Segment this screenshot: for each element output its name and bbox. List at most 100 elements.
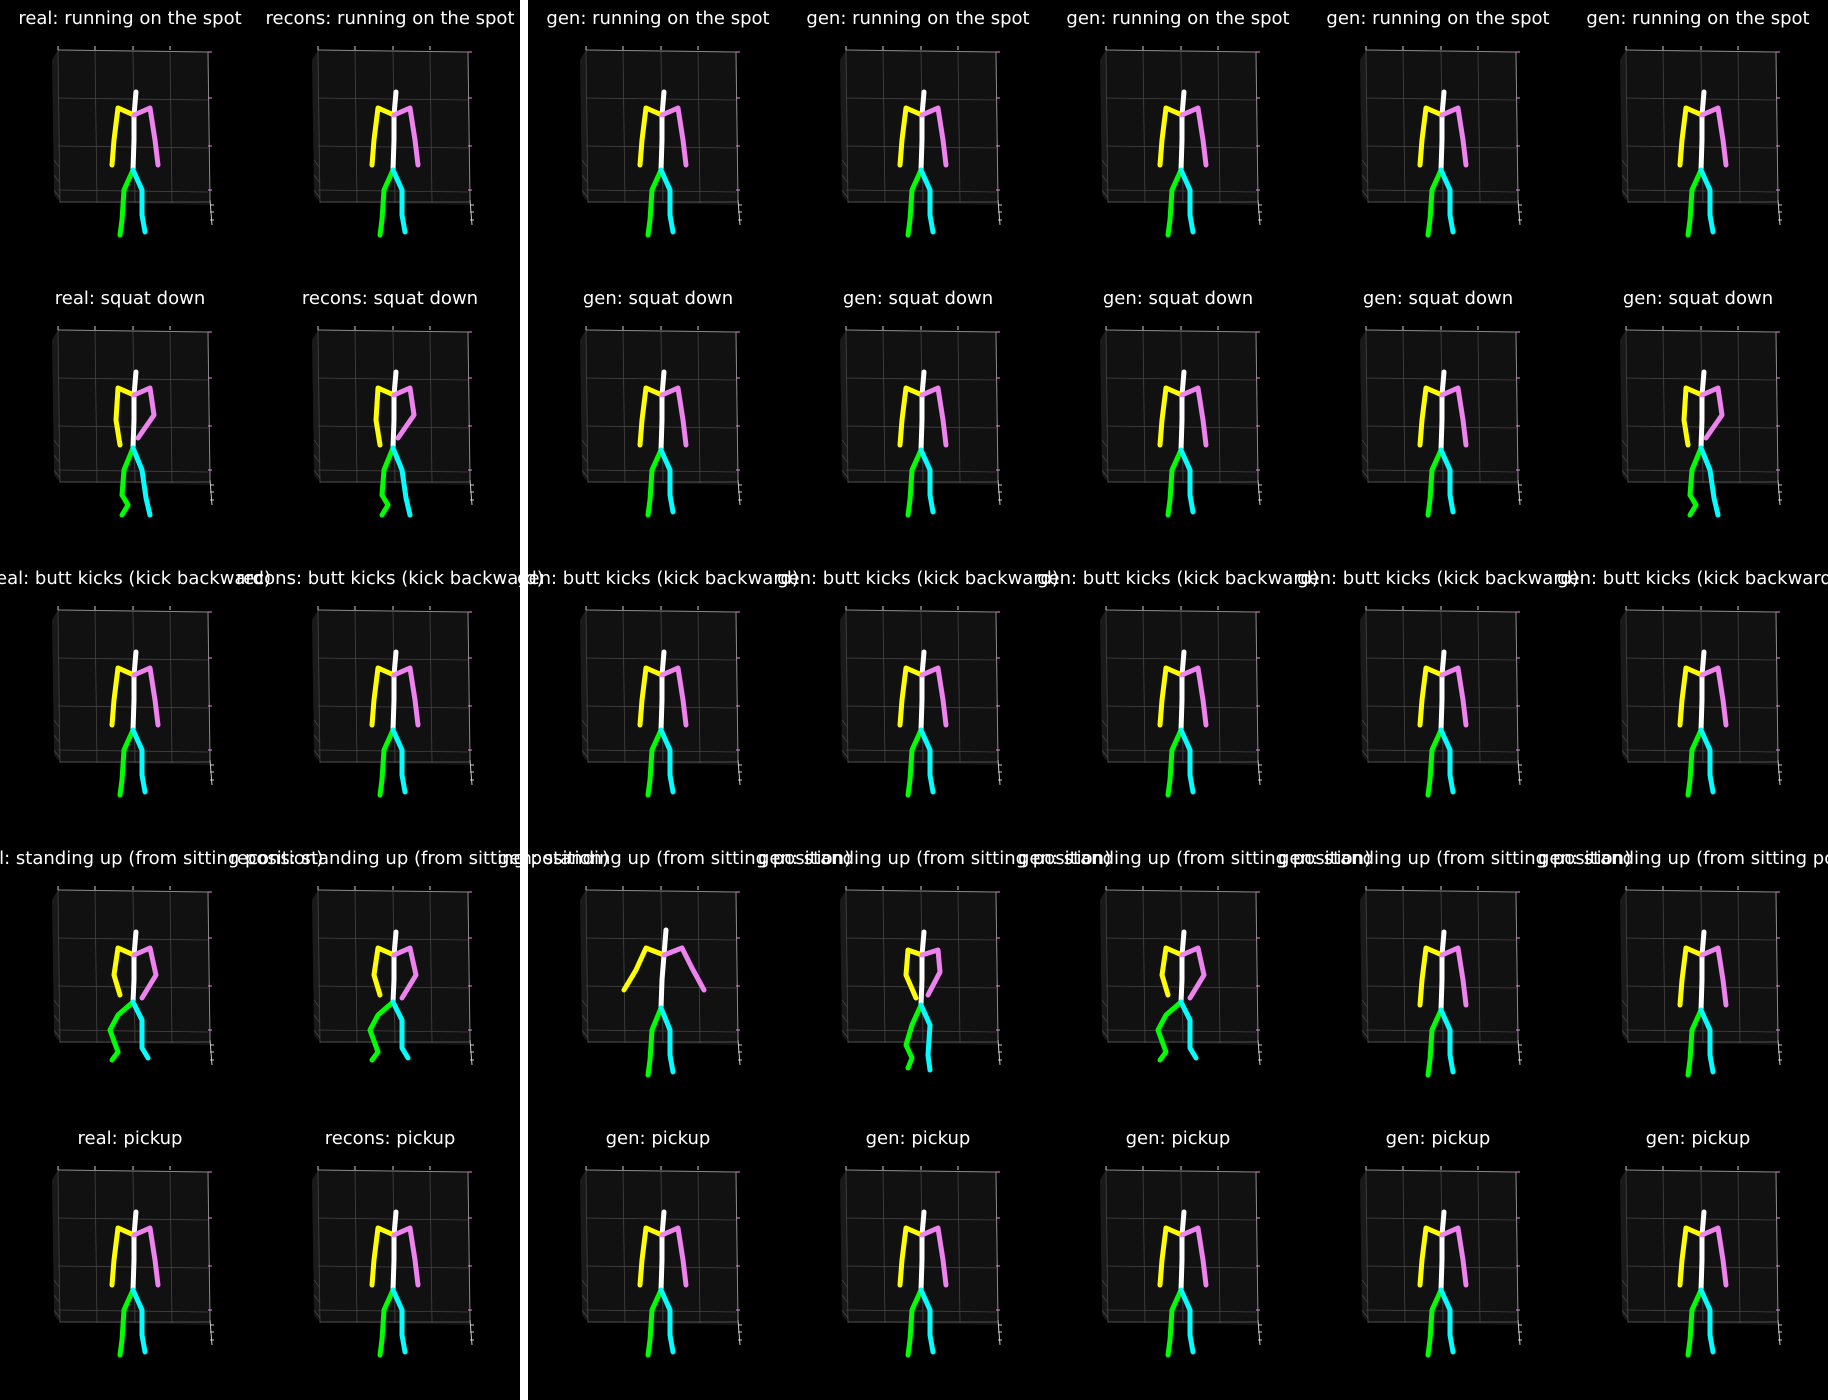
axis-side-pane (1620, 890, 1628, 1042)
grid-line-vertical (1365, 329, 1369, 484)
grid-line-vertical (429, 611, 433, 764)
skeleton-left-leg (1685, 1007, 1704, 1078)
grid-line-vertical (1105, 889, 1109, 1044)
grid-line-vertical (57, 1169, 61, 1324)
grid-line-vertical (1737, 891, 1741, 1044)
grid-line-floor (1621, 749, 1629, 759)
axis-right-edge (207, 611, 211, 761)
grid-line-horizontal (585, 189, 737, 193)
axis-right-edge (207, 1171, 211, 1321)
grid-line-vertical (845, 49, 849, 204)
grid-line-vertical (57, 889, 61, 1044)
skeleton-right-arm (1439, 105, 1469, 168)
grid-line-vertical (697, 891, 701, 1044)
grid-line-horizontal (845, 1309, 997, 1313)
grid-line-floor (1361, 469, 1369, 479)
grid-line-vertical (1625, 889, 1629, 1044)
skeleton-plot (1620, 326, 1782, 518)
grid-line-vertical (882, 1170, 886, 1324)
motion-panel-gen: gen: squat down (528, 280, 788, 560)
grid-line-floor (1361, 1029, 1369, 1039)
skeleton-left-leg (1165, 727, 1184, 798)
grid-line-vertical (1142, 890, 1146, 1044)
grid-line-floor (1101, 469, 1109, 479)
skeleton-left-arm (637, 105, 665, 168)
motion-panel-real: real: butt kicks (kick backward) (0, 560, 271, 840)
axis-right-edge (1775, 891, 1779, 1041)
skeleton-left-arm (1417, 665, 1445, 728)
skeleton-spine (1178, 1209, 1187, 1293)
grid-line-floor (1101, 1014, 1109, 1024)
axis-top-edge (1625, 1169, 1777, 1173)
skeleton-plot (52, 886, 214, 1066)
skeleton-left-leg (1425, 1287, 1444, 1358)
skeleton-spine (658, 649, 667, 733)
axis-top-edge (57, 49, 209, 53)
grid-line-vertical (882, 330, 886, 484)
motion-panel-gen: gen: butt kicks (kick backward) (1557, 560, 1828, 840)
skeleton (897, 649, 949, 798)
axis-right-edge (1515, 331, 1519, 481)
axis-side-pane (580, 890, 588, 1042)
grid-line-vertical (697, 51, 701, 204)
axis-side-pane (1620, 610, 1628, 762)
skeleton-right-arm (131, 1225, 161, 1288)
grid-line-floor (1621, 999, 1629, 1009)
axis-right-edge (1515, 611, 1519, 761)
axis-right-edge (467, 51, 471, 201)
skeleton-right-leg (1698, 727, 1716, 795)
grid-line-vertical (622, 610, 626, 764)
axis-side-pane (1100, 610, 1108, 762)
skeleton-spine (1178, 89, 1187, 173)
skeleton-right-leg (390, 999, 411, 1061)
grid-line-floor (1621, 1309, 1629, 1319)
motion-panel-gen: gen: squat down (788, 280, 1048, 560)
grid-line-vertical (1402, 610, 1406, 764)
grid-line-vertical (1142, 1170, 1146, 1324)
grid-line-floor (841, 159, 849, 169)
axis-side-pane (312, 50, 320, 202)
axis-top-edge (317, 889, 469, 893)
skeleton-left-leg (1165, 1287, 1184, 1358)
grid-line-floor (313, 1029, 321, 1039)
skeleton-plot (1620, 46, 1782, 238)
axis-right-edge (1255, 1171, 1259, 1321)
grid-line-vertical (317, 609, 321, 764)
grid-line-floor (53, 1014, 61, 1024)
skeleton-left-leg (377, 167, 396, 238)
skeleton-left-leg (1425, 447, 1444, 518)
grid-line-floor (313, 749, 321, 759)
skeleton-right-arm (1699, 105, 1729, 168)
grid-line-vertical (1625, 49, 1629, 204)
skeleton-left-leg (645, 1287, 664, 1358)
axis-top-edge (1105, 1169, 1257, 1173)
grid-line-floor (1101, 734, 1109, 744)
panel-title: gen: standing up (from sitting position) (1538, 848, 1828, 869)
skeleton-left-arm (1159, 945, 1185, 998)
grid-line-vertical (94, 890, 98, 1044)
skeleton (621, 927, 707, 1078)
panel-title: real: standing up (from sitting position… (0, 848, 324, 869)
skeleton-plot (312, 606, 474, 798)
skeleton-plot (1360, 606, 1522, 798)
skeleton-left-leg (645, 447, 664, 518)
grid-line-floor (313, 454, 321, 464)
axis-top-edge (317, 609, 469, 613)
grid-line-vertical (169, 331, 173, 484)
skeleton-plot (52, 326, 214, 518)
axis-top-edge (845, 329, 997, 333)
grid-line-horizontal (845, 749, 997, 753)
grid-line-floor (581, 1309, 589, 1319)
skeleton (1157, 89, 1209, 238)
skeleton-plot (1100, 1166, 1262, 1358)
axis-right-edge (467, 331, 471, 481)
grid-line-vertical (57, 609, 61, 764)
axis-top-edge (317, 329, 469, 333)
grid-line-vertical (1365, 1169, 1369, 1324)
grid-line-vertical (94, 330, 98, 484)
skeleton-right-leg (1698, 167, 1716, 235)
skeleton-right-arm (131, 665, 161, 728)
grid-line-floor (841, 1279, 849, 1289)
skeleton (109, 1209, 161, 1358)
grid-line-vertical (1105, 329, 1109, 484)
